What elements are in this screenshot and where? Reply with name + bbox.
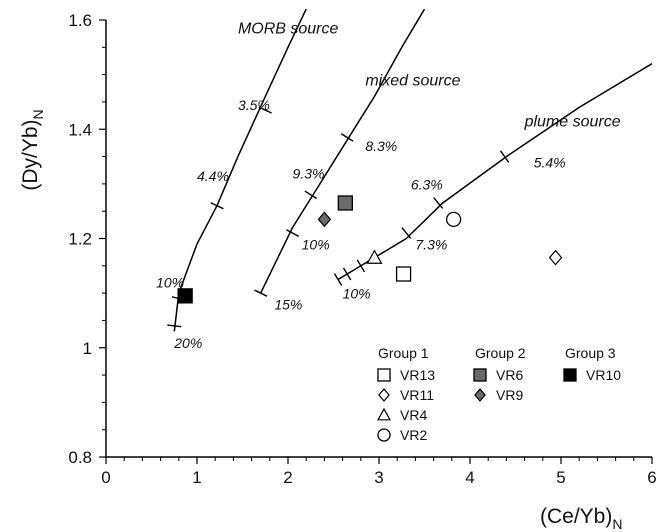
curve-tick-mark: [340, 133, 354, 142]
legend-marker-vr11: [378, 388, 390, 402]
legend-marker-vr13: [377, 368, 391, 382]
legend-label: VR9: [496, 387, 523, 403]
curve-tick-mark: [401, 227, 412, 239]
curve-2: [337, 63, 653, 281]
curve-tick-mark: [499, 150, 510, 163]
x-tick-label: 2: [283, 468, 292, 487]
melt-percent-label: 10%: [343, 286, 371, 302]
legend-label: VR4: [400, 407, 427, 423]
x-tick-label: 1: [192, 468, 201, 487]
legend-group-title: Group 1: [378, 345, 429, 361]
melt-percent-label: 10%: [156, 275, 184, 291]
legend-label: VR13: [400, 367, 435, 383]
curve-tick-mark: [304, 190, 318, 200]
legend-group-title: Group 2: [475, 345, 526, 361]
y-tick-label: 1: [83, 339, 92, 358]
point-vr13: [395, 266, 412, 282]
x-tick-label: 6: [647, 468, 656, 487]
legend-marker-vr2: [377, 428, 391, 442]
point-vr6: [337, 195, 353, 211]
y-tick-label: 0.8: [68, 448, 92, 467]
melt-percent-label: 5.4%: [534, 154, 566, 170]
melt-percent-label: 7.3%: [415, 236, 447, 252]
point-vr10: [177, 288, 193, 304]
melt-percent-label: 6.3%: [411, 176, 443, 192]
x-axis-title: (Ce/Yb)N: [540, 505, 622, 532]
melt-percent-label: 3.5%: [238, 97, 270, 113]
point-vr9: [317, 211, 332, 228]
curve-tick-mark: [167, 324, 182, 328]
y-tick-label: 1.4: [68, 120, 92, 139]
curve-tick-mark: [333, 273, 343, 286]
melting-curves: 3.5% 4.4% 10% 20% 8.3% 9.3% 10% 15% 5.4% 6.3% 7.3%…: [156, 8, 653, 351]
melt-percent-label: 9.3%: [293, 165, 325, 181]
melt-percent-label: 8.3%: [365, 138, 397, 154]
curve-tick-mark: [356, 259, 366, 273]
melt-percent-label: 4.4%: [197, 168, 229, 184]
y-axis: 0.8 1 1.2 1.4 1.6: [68, 11, 106, 467]
legend-marker-vr10: [563, 368, 577, 382]
legend-group-title: Group 3: [565, 345, 616, 361]
melt-percent-label: 20%: [173, 335, 202, 351]
legend-marker-vr4: [376, 407, 392, 421]
y-axis-title: (Dy/Yb)N: [19, 109, 46, 190]
legend-label: VR2: [400, 427, 427, 443]
curve-tick-mark: [254, 289, 268, 297]
curve-tick-mark: [286, 229, 300, 237]
legend-marker-vr9: [474, 388, 486, 402]
legend-marker-vr6: [473, 368, 487, 382]
x-tick-label: 5: [556, 468, 565, 487]
x-axis: 0 1 2 3 4 5 6: [101, 457, 657, 487]
x-tick-label: 4: [465, 468, 474, 487]
point-vr2: [445, 211, 462, 228]
point-vr11: [548, 249, 563, 266]
x-tick-label: 3: [374, 468, 383, 487]
legend-label: VR6: [496, 367, 523, 383]
curve-tick-mark: [210, 202, 224, 210]
legend-label: VR11: [400, 387, 434, 403]
data-points: [177, 195, 563, 304]
curve-name-label: MORB source: [238, 21, 339, 38]
curve-tick-mark: [433, 197, 444, 209]
melt-percent-label: 15%: [274, 297, 302, 313]
melt-percent-label: 10%: [302, 236, 330, 252]
point-vr4: [366, 249, 383, 264]
curve-name-label: mixed source: [365, 73, 460, 90]
curve-0: [173, 8, 307, 332]
curve-tick-mark: [258, 106, 272, 114]
curve-name-label: plume source: [524, 114, 621, 131]
curve-1: [260, 8, 426, 294]
legend-label: VR10: [586, 367, 621, 383]
curve-tick-mark: [342, 267, 352, 281]
y-tick-label: 1.6: [68, 11, 92, 30]
x-tick-label: 0: [101, 468, 110, 487]
legend: Group 1 VR13 VR11 VR4 VR2 Group 2 VR6 VR9 Group …: [376, 345, 621, 443]
y-tick-label: 1.2: [68, 230, 92, 249]
